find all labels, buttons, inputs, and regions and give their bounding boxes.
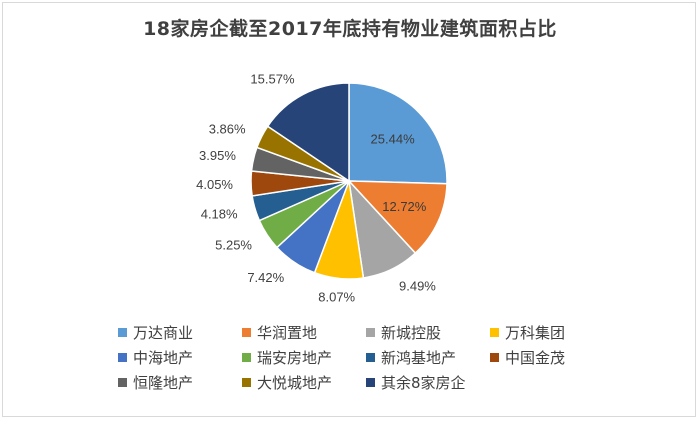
legend-swatch xyxy=(118,327,127,337)
legend-swatch xyxy=(366,377,375,387)
pie-labels: 25.44% 12.72% 9.49% 8.07% 7.42% 5.25% 4.18% 4.0… xyxy=(196,72,436,305)
pie-slice-2 xyxy=(347,180,448,255)
legend-label: 万科集团 xyxy=(505,323,566,342)
legend-item-5: 中海地产 xyxy=(118,347,242,367)
pie-slice-11 xyxy=(266,82,350,183)
legend-label: 瑞安房地产 xyxy=(257,348,333,367)
legend-item-7: 新鸿基地产 xyxy=(366,347,490,367)
pie-data-label-3: 9.49% xyxy=(399,279,436,294)
legend-label: 中国金茂 xyxy=(505,348,566,367)
pie-data-label-6: 5.25% xyxy=(215,238,252,253)
legend-swatch xyxy=(490,327,499,337)
legend-item-9: 恒隆地产 xyxy=(118,372,242,392)
pie-data-label-1: 25.44% xyxy=(371,132,416,147)
legend-item-10: 大悦城地产 xyxy=(242,372,366,392)
legend-swatch xyxy=(242,377,251,387)
legend-swatch xyxy=(366,327,375,337)
pie-data-label-8: 4.05% xyxy=(196,177,233,192)
legend-label: 新鸿基地产 xyxy=(381,348,457,367)
pie-slice-1 xyxy=(348,82,448,185)
legend-item-4: 万科集团 xyxy=(490,322,598,342)
legend-label: 中海地产 xyxy=(133,348,194,367)
legend-item-8: 中国金茂 xyxy=(490,347,598,367)
legend-label: 万达商业 xyxy=(133,323,194,342)
legend-label: 其余8家房企 xyxy=(381,373,466,392)
pie-data-label-11: 15.57% xyxy=(250,72,295,87)
pie-data-label-7: 4.18% xyxy=(201,207,238,222)
legend-swatch xyxy=(118,377,127,387)
chart-legend: 万达商业 华润置地 新城控股 万科集团中海地产 瑞安房地产 新鸿基地产 中国金茂恒隆地产 大悦… xyxy=(118,322,598,392)
legend-swatch xyxy=(242,352,251,362)
legend-item-11: 其余8家房企 xyxy=(366,372,490,392)
legend-label: 新城控股 xyxy=(381,323,442,342)
pie-data-label-10: 3.86% xyxy=(209,121,246,136)
pie-data-label-9: 3.95% xyxy=(199,148,236,163)
legend-label: 华润置地 xyxy=(257,323,318,342)
legend-swatch xyxy=(242,327,251,337)
pie-data-label-2: 12.72% xyxy=(382,199,427,214)
legend-swatch xyxy=(366,352,375,362)
legend-item-6: 瑞安房地产 xyxy=(242,347,366,367)
legend-item-1: 万达商业 xyxy=(118,322,242,342)
pie-data-label-4: 8.07% xyxy=(318,289,355,304)
legend-item-2: 华润置地 xyxy=(242,322,366,342)
legend-label: 大悦城地产 xyxy=(257,373,333,392)
pie-data-label-5: 7.42% xyxy=(247,270,284,285)
legend-label: 恒隆地产 xyxy=(133,373,194,392)
chart-title: 18家房企截至2017年底持有物业建筑面积占比 xyxy=(143,18,557,40)
pie-slices xyxy=(250,82,448,280)
legend-swatch xyxy=(490,352,499,362)
legend-swatch xyxy=(118,352,127,362)
legend-item-3: 新城控股 xyxy=(366,322,490,342)
